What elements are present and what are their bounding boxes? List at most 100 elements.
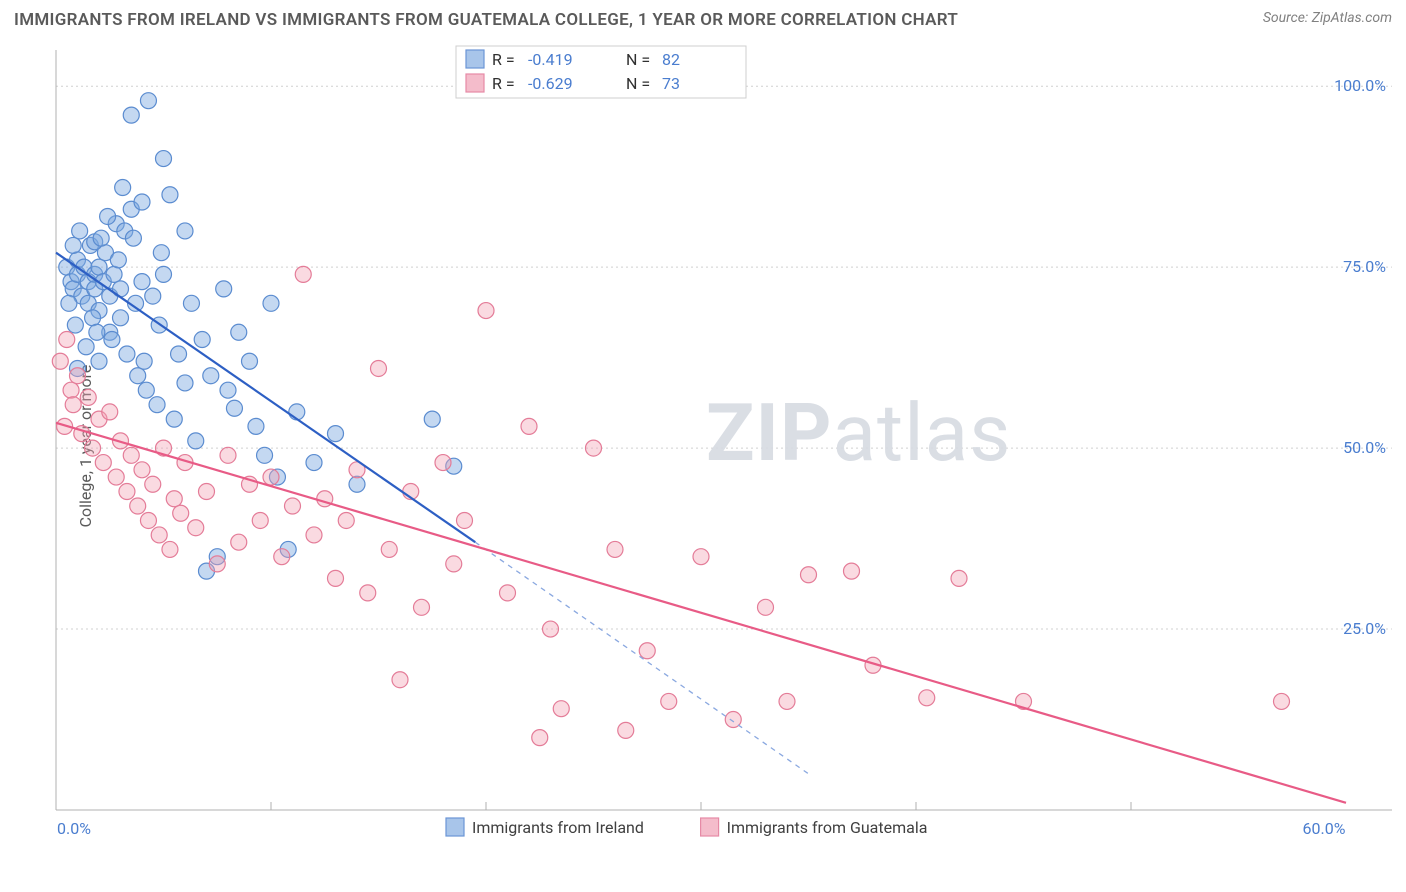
scatter-point: [136, 353, 152, 369]
scatter-point: [63, 382, 79, 398]
scatter-point: [779, 693, 795, 709]
legend-swatch: [466, 74, 484, 92]
scatter-point: [156, 266, 172, 282]
scatter-point: [758, 599, 774, 615]
scatter-point: [100, 208, 116, 224]
legend-swatch: [466, 50, 484, 68]
legend-n-value: 73: [662, 74, 680, 93]
legend-swatch: [446, 818, 464, 836]
scatter-point: [134, 462, 150, 478]
scatter-point: [110, 252, 126, 268]
scatter-point: [521, 418, 537, 434]
scatter-point: [140, 512, 156, 528]
scatter-point: [156, 151, 172, 167]
scatter-point: [145, 288, 161, 304]
scatter-point: [263, 469, 279, 485]
scatter-point: [844, 563, 860, 579]
scatter-point: [661, 693, 677, 709]
scatter-point: [500, 585, 516, 601]
scatter-point: [162, 187, 178, 203]
scatter-point: [173, 505, 189, 521]
scatter-point: [194, 332, 210, 348]
svg-text:ZIPatlas: ZIPatlas: [706, 386, 1011, 480]
trend-line-guatemala: [56, 423, 1346, 803]
scatter-point: [392, 672, 408, 688]
scatter-point: [919, 690, 935, 706]
scatter-point: [306, 527, 322, 543]
scatter-point: [274, 549, 290, 565]
scatter-point: [130, 498, 146, 514]
scatter-point: [1274, 693, 1290, 709]
scatter-point: [151, 527, 167, 543]
scatter-point: [328, 570, 344, 586]
scatter-point: [349, 476, 365, 492]
y-tick-label: 75.0%: [1343, 257, 1386, 276]
correlation-legend: R =-0.419N =82R =-0.629N =73: [456, 46, 746, 98]
scatter-point: [134, 274, 150, 290]
trend-line-ireland: [56, 253, 475, 543]
chart-container: 25.0%50.0%75.0%100.0%ZIPatlas0.0%60.0%R …: [46, 40, 1392, 850]
source-attribution: Source: ZipAtlas.com: [1263, 10, 1392, 26]
scatter-point: [177, 223, 193, 239]
chart-title: IMMIGRANTS FROM IRELAND VS IMMIGRANTS FR…: [14, 10, 958, 30]
scatter-point: [119, 346, 135, 362]
y-tick-label: 50.0%: [1343, 438, 1386, 457]
scatter-point: [166, 411, 182, 427]
scatter-point: [338, 512, 354, 528]
scatter-point: [183, 295, 199, 311]
scatter-point: [220, 382, 236, 398]
legend-series-label: Immigrants from Ireland: [472, 818, 644, 837]
scatter-point: [295, 266, 311, 282]
scatter-point: [67, 317, 83, 333]
scatter-point: [134, 194, 150, 210]
scatter-point: [371, 360, 387, 376]
scatter-point: [85, 310, 101, 326]
scatter-point: [145, 476, 161, 492]
scatter-point: [289, 404, 305, 420]
scatter-point: [108, 469, 124, 485]
scatter-point: [285, 498, 301, 514]
scatter-point: [216, 281, 232, 297]
scatter-point: [203, 368, 219, 384]
scatter-point: [119, 484, 135, 500]
scatter-point: [457, 512, 473, 528]
scatter-point: [65, 237, 81, 253]
scatter-point: [252, 512, 268, 528]
legend-n-label: N =: [626, 50, 650, 69]
scatter-point: [360, 585, 376, 601]
scatter-point: [166, 491, 182, 507]
scatter-point: [59, 332, 75, 348]
scatter-point: [102, 404, 118, 420]
scatter-point: [162, 541, 178, 557]
scatter-point: [424, 411, 440, 427]
scatter-point: [89, 324, 105, 340]
scatter-point: [78, 339, 94, 355]
scatter-chart: 25.0%50.0%75.0%100.0%ZIPatlas0.0%60.0%R …: [46, 40, 1392, 850]
series-legend: Immigrants from Ireland Immigrants from G…: [446, 818, 927, 837]
scatter-point: [72, 223, 88, 239]
legend-series-label: Immigrants from Guatemala: [727, 818, 928, 837]
legend-n-label: N =: [626, 74, 650, 93]
scatter-point: [115, 180, 131, 196]
scatter-point: [263, 295, 279, 311]
scatter-point: [801, 567, 817, 583]
scatter-point: [257, 447, 273, 463]
scatter-point: [52, 353, 68, 369]
scatter-point: [209, 556, 225, 572]
scatter-point: [199, 484, 215, 500]
scatter-point: [951, 570, 967, 586]
scatter-point: [543, 621, 559, 637]
scatter-point: [125, 230, 141, 246]
scatter-point: [226, 400, 242, 416]
scatter-point: [248, 418, 264, 434]
scatter-point: [149, 397, 165, 413]
scatter-point: [153, 245, 169, 261]
scatter-point: [113, 310, 129, 326]
scatter-point: [93, 230, 109, 246]
scatter-point: [618, 722, 634, 738]
scatter-point: [80, 389, 96, 405]
scatter-point: [532, 730, 548, 746]
scatter-point: [91, 353, 107, 369]
scatter-point: [177, 375, 193, 391]
scatter-point: [639, 643, 655, 659]
